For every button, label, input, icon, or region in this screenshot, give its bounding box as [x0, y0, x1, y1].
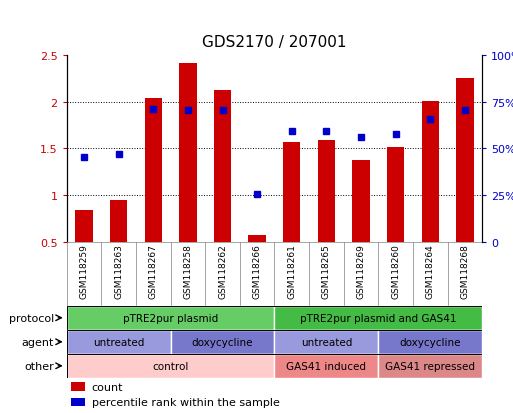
Text: untreated: untreated [301, 337, 352, 347]
Bar [456, 78, 473, 242]
Bar [378, 330, 482, 354]
Bar [110, 200, 127, 242]
Text: pTRE2pur plasmid and GAS41: pTRE2pur plasmid and GAS41 [300, 313, 457, 323]
Text: pTRE2pur plasmid: pTRE2pur plasmid [123, 313, 218, 323]
Bar [352, 160, 370, 242]
Text: GSM118268: GSM118268 [460, 244, 469, 299]
Bar [71, 398, 85, 406]
Bar [274, 354, 378, 378]
Bar [274, 330, 378, 354]
Text: GSM118260: GSM118260 [391, 244, 400, 299]
Bar [378, 354, 482, 378]
Text: GAS41 repressed: GAS41 repressed [385, 361, 475, 371]
Bar [75, 211, 93, 242]
Text: doxycycline: doxycycline [192, 337, 253, 347]
Bar [214, 90, 231, 242]
Text: GSM118269: GSM118269 [357, 244, 366, 299]
Text: other: other [24, 361, 54, 371]
Text: control: control [152, 361, 189, 371]
Bar [248, 235, 266, 242]
Text: GSM118263: GSM118263 [114, 244, 123, 299]
Text: percentile rank within the sample: percentile rank within the sample [92, 397, 280, 407]
Text: GSM118259: GSM118259 [80, 244, 89, 299]
Text: GSM118258: GSM118258 [183, 244, 192, 299]
Text: GSM118267: GSM118267 [149, 244, 158, 299]
Bar [145, 99, 162, 242]
Bar [283, 142, 301, 242]
Text: untreated: untreated [93, 337, 144, 347]
Bar [318, 141, 335, 242]
Bar [387, 147, 404, 242]
Text: GSM118266: GSM118266 [252, 244, 262, 299]
Text: agent: agent [22, 337, 54, 347]
Bar [67, 306, 274, 330]
Bar [274, 306, 482, 330]
Text: GDS2170 / 207001: GDS2170 / 207001 [202, 35, 347, 50]
Text: GSM118264: GSM118264 [426, 244, 435, 299]
Bar [422, 102, 439, 242]
Text: GSM118262: GSM118262 [218, 244, 227, 299]
Bar [179, 64, 196, 242]
Bar [71, 382, 85, 391]
Text: count: count [92, 382, 123, 392]
Bar [67, 330, 170, 354]
Text: GSM118261: GSM118261 [287, 244, 297, 299]
Text: GAS41 induced: GAS41 induced [286, 361, 366, 371]
Text: doxycycline: doxycycline [400, 337, 461, 347]
Bar [170, 330, 274, 354]
Text: protocol: protocol [9, 313, 54, 323]
Text: GSM118265: GSM118265 [322, 244, 331, 299]
Bar [67, 354, 274, 378]
